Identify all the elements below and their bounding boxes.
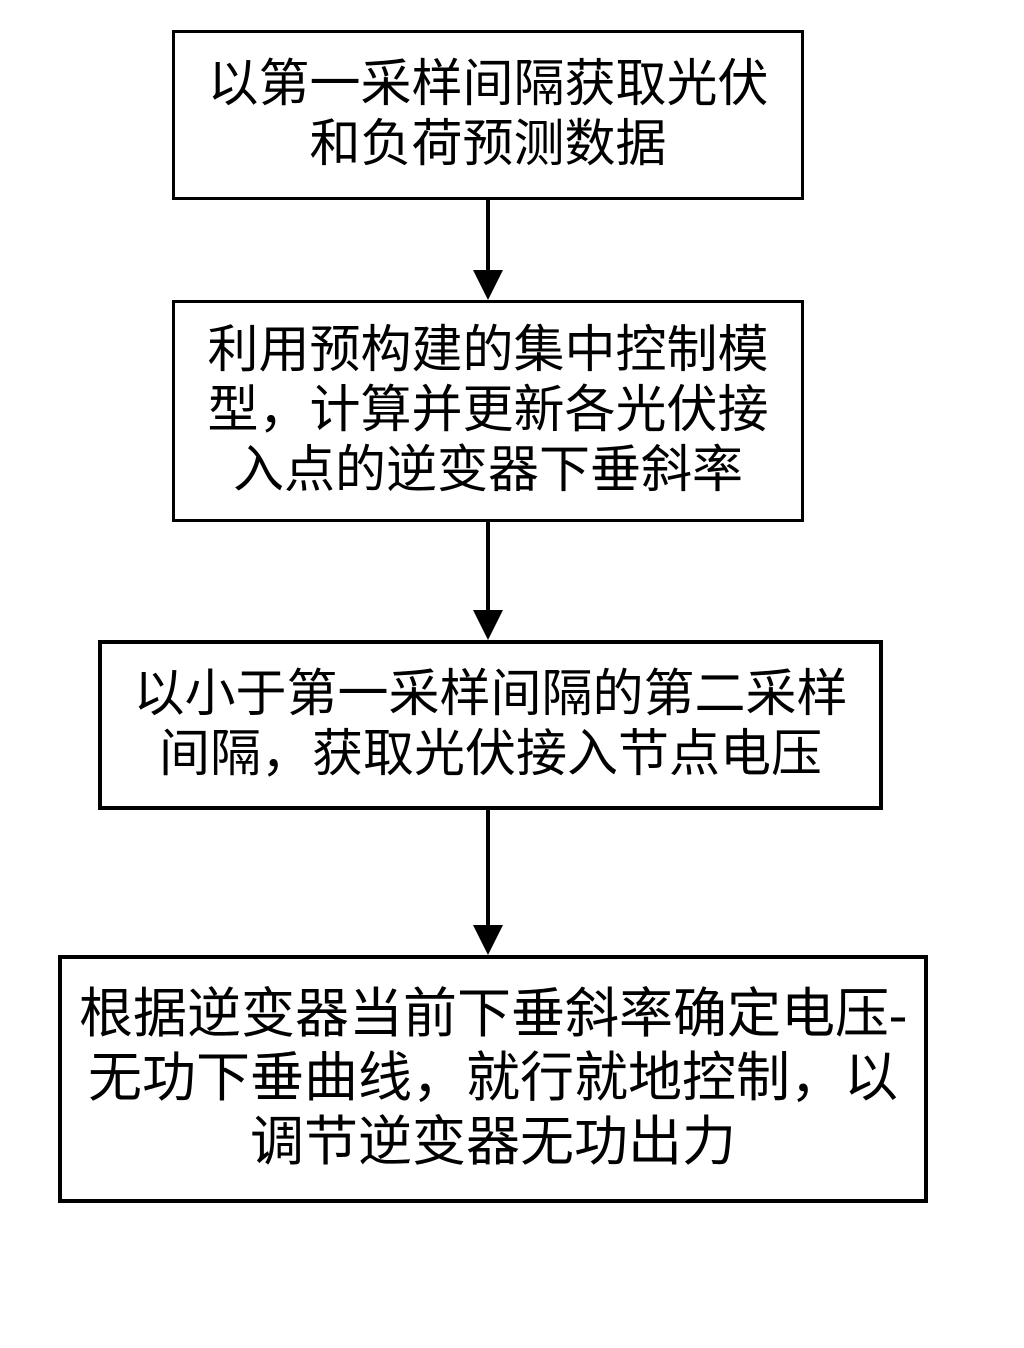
flowchart-canvas: 以第一采样间隔获取光伏 和负荷预测数据 利用预构建的集中控制模 型，计算并更新各… bbox=[0, 0, 1024, 1348]
arrow-3-4-line bbox=[486, 810, 490, 925]
flow-node-4: 根据逆变器当前下垂斜率确定电压- 无功下垂曲线，就行就地控制，以 调节逆变器无功… bbox=[58, 955, 928, 1203]
arrow-1-2-line bbox=[486, 200, 490, 270]
flow-node-3: 以小于第一采样间隔的第二采样 间隔，获取光伏接入节点电压 bbox=[98, 640, 883, 810]
flow-node-2-text: 利用预构建的集中控制模 型，计算并更新各光伏接 入点的逆变器下垂斜率 bbox=[207, 321, 768, 502]
flow-node-1-text: 以第一采样间隔获取光伏 和负荷预测数据 bbox=[207, 55, 768, 175]
arrow-2-3-head bbox=[473, 610, 503, 640]
flow-node-4-text: 根据逆变器当前下垂斜率确定电压- 无功下垂曲线，就行就地控制，以 调节逆变器无功… bbox=[79, 983, 907, 1174]
flow-node-3-text: 以小于第一采样间隔的第二采样 间隔，获取光伏接入节点电压 bbox=[133, 665, 847, 785]
arrow-2-3-line bbox=[486, 522, 490, 610]
arrow-3-4-head bbox=[473, 925, 503, 955]
flow-node-2: 利用预构建的集中控制模 型，计算并更新各光伏接 入点的逆变器下垂斜率 bbox=[172, 300, 804, 522]
flow-node-1: 以第一采样间隔获取光伏 和负荷预测数据 bbox=[172, 30, 804, 200]
arrow-1-2-head bbox=[473, 270, 503, 300]
